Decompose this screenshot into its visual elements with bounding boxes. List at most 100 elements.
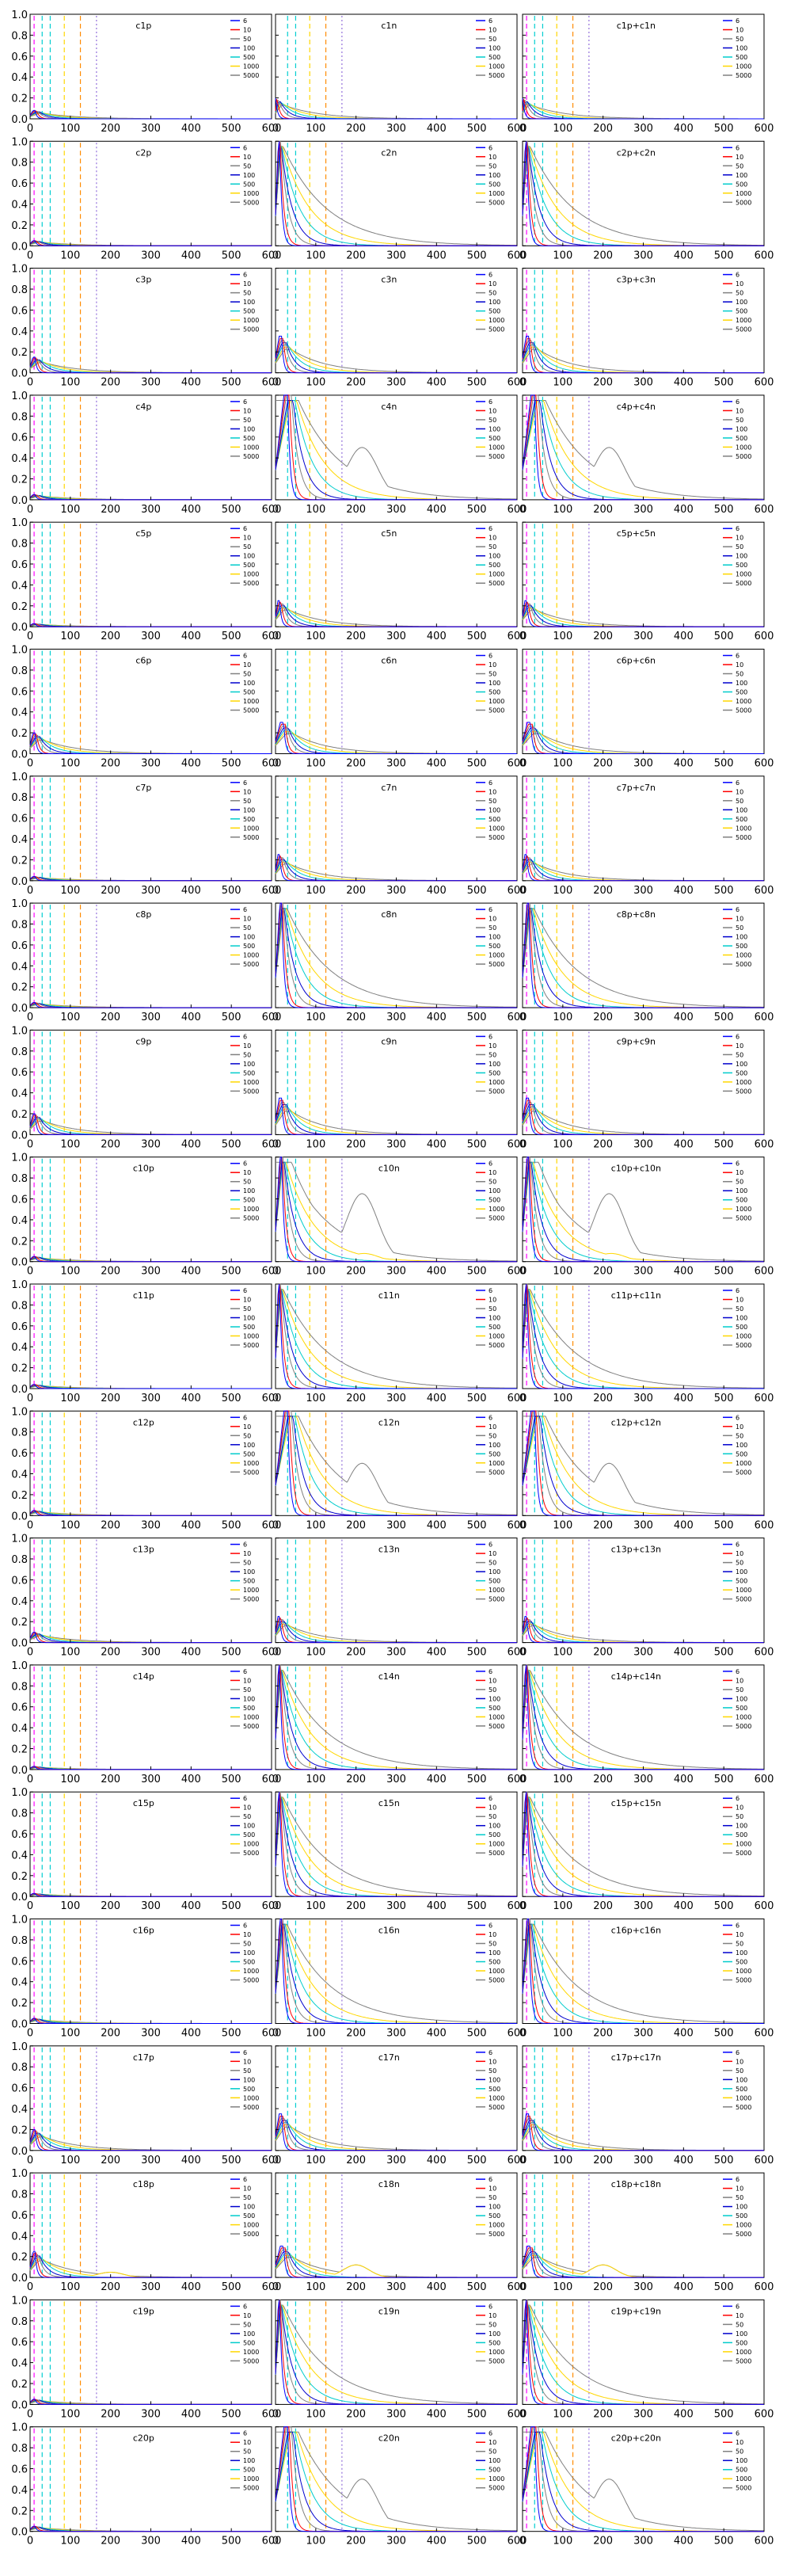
legend-entry-100: 100 <box>243 1442 255 1449</box>
x-tick-label: 600 <box>755 885 774 897</box>
legend-entry-50: 50 <box>489 1560 496 1567</box>
x-tick-label: 600 <box>755 2408 774 2420</box>
x-tick-label: 0 <box>519 1900 526 1912</box>
x-tick-label: 100 <box>553 2155 572 2166</box>
legend-entry-100: 100 <box>243 680 255 687</box>
legend-entry-50: 50 <box>736 1432 743 1439</box>
x-tick-label: 400 <box>181 2155 201 2166</box>
x-tick-label: 200 <box>346 377 366 389</box>
panel-title: c19p <box>133 2306 154 2316</box>
y-tick-label: 0.2 <box>11 1744 28 1756</box>
x-tick-label: 400 <box>674 1012 694 1023</box>
x-tick-label: 200 <box>346 631 366 642</box>
legend-entry-10: 10 <box>736 916 743 923</box>
y-tick-label: 0.2 <box>11 728 28 740</box>
x-tick-label: 100 <box>553 631 572 642</box>
x-tick-label: 400 <box>181 631 201 642</box>
x-tick-label: 500 <box>467 2155 487 2166</box>
x-tick-label: 0 <box>519 885 526 897</box>
legend-entry-5000: 5000 <box>736 1215 751 1222</box>
y-tick-label: 0.0 <box>11 1130 28 1141</box>
x-tick-label: 600 <box>755 2028 774 2040</box>
x-tick-label: 0 <box>519 2155 526 2166</box>
panel-title: c17p <box>133 2052 154 2063</box>
legend-entry-500: 500 <box>243 943 255 950</box>
x-tick-label: 100 <box>553 250 572 261</box>
x-tick-label: 600 <box>755 1393 774 1404</box>
x-tick-label: 200 <box>346 1774 366 1785</box>
legend-entry-10: 10 <box>243 661 251 669</box>
y-tick-label: 0.6 <box>11 814 28 825</box>
x-tick-label: 500 <box>467 1900 487 1912</box>
x-tick-label: 600 <box>755 1138 774 1150</box>
x-tick-label: 0 <box>272 1900 279 1912</box>
legend-entry-1000: 1000 <box>489 190 504 197</box>
legend-entry-100: 100 <box>489 1568 500 1576</box>
legend-entry-50: 50 <box>736 798 743 805</box>
panel-c2p: c2p 61050100500100050000.00.20.40.60.81.0… <box>11 136 281 261</box>
x-tick-label: 100 <box>60 631 80 642</box>
legend-entry-500: 500 <box>736 435 747 442</box>
legend-entry-500: 500 <box>736 1705 747 1712</box>
legend-entry-50: 50 <box>489 1305 496 1313</box>
x-tick-label: 400 <box>427 504 447 516</box>
x-tick-label: 600 <box>508 1138 527 1150</box>
x-tick-label: 300 <box>386 631 406 642</box>
legend-entry-5000: 5000 <box>243 2485 259 2492</box>
x-tick-label: 0 <box>272 1393 279 1404</box>
x-tick-label: 0 <box>519 2281 526 2293</box>
x-tick-label: 400 <box>427 2281 447 2293</box>
x-tick-label: 0 <box>272 250 279 261</box>
x-tick-label: 300 <box>386 2028 406 2040</box>
legend-entry-6: 6 <box>736 1414 739 1421</box>
legend-entry-100: 100 <box>489 680 500 687</box>
legend-entry-500: 500 <box>736 816 747 823</box>
legend-entry-50: 50 <box>489 1432 496 1439</box>
panel-title: c2p+c2n <box>617 147 656 158</box>
legend-entry-5000: 5000 <box>489 1977 504 1984</box>
legend-entry-100: 100 <box>243 1695 255 1702</box>
x-tick-label: 0 <box>272 2155 279 2166</box>
y-tick-label: 0.4 <box>11 2485 28 2497</box>
x-tick-label: 300 <box>141 631 161 642</box>
panel-title: c15p <box>133 1798 154 1808</box>
x-tick-label: 0 <box>272 2028 279 2040</box>
x-tick-label: 100 <box>306 2408 325 2420</box>
x-tick-label: 300 <box>633 885 653 897</box>
legend-entry-10: 10 <box>489 916 496 923</box>
legend-entry-50: 50 <box>489 1051 496 1058</box>
x-tick-label: 300 <box>633 123 653 135</box>
legend-entry-1000: 1000 <box>489 1587 504 1594</box>
x-tick-label: 500 <box>467 1393 487 1404</box>
legend-entry-1000: 1000 <box>243 1079 259 1086</box>
legend-entry-10: 10 <box>736 1423 743 1431</box>
legend-entry-1000: 1000 <box>489 952 504 959</box>
legend-entry-1000: 1000 <box>243 2094 259 2102</box>
x-tick-label: 500 <box>467 2536 487 2547</box>
x-tick-label: 0 <box>272 1774 279 1785</box>
x-tick-label: 500 <box>222 377 241 389</box>
x-tick-label: 600 <box>508 377 527 389</box>
x-tick-label: 0 <box>27 1266 33 1278</box>
x-tick-label: 500 <box>467 1012 487 1023</box>
panel-title: c7n <box>381 783 397 793</box>
y-tick-label: 0.8 <box>11 2062 28 2074</box>
panel-title: c2n <box>381 147 397 158</box>
panel-title: c4n <box>381 402 397 412</box>
x-tick-label: 100 <box>306 2155 325 2166</box>
legend-entry-6: 6 <box>736 1287 739 1294</box>
y-tick-label: 0.4 <box>11 1596 28 1608</box>
x-tick-label: 200 <box>593 1266 613 1278</box>
panel-title: c12n <box>378 1417 400 1427</box>
x-tick-label: 500 <box>222 1647 241 1659</box>
legend-entry-50: 50 <box>243 1813 251 1820</box>
x-tick-label: 300 <box>633 1774 653 1785</box>
x-tick-label: 200 <box>593 2028 613 2040</box>
x-tick-label: 400 <box>427 758 447 770</box>
legend-entry-6: 6 <box>489 1033 492 1040</box>
panel-title: c13n <box>378 1545 400 1555</box>
y-tick-label: 1.0 <box>11 898 28 910</box>
